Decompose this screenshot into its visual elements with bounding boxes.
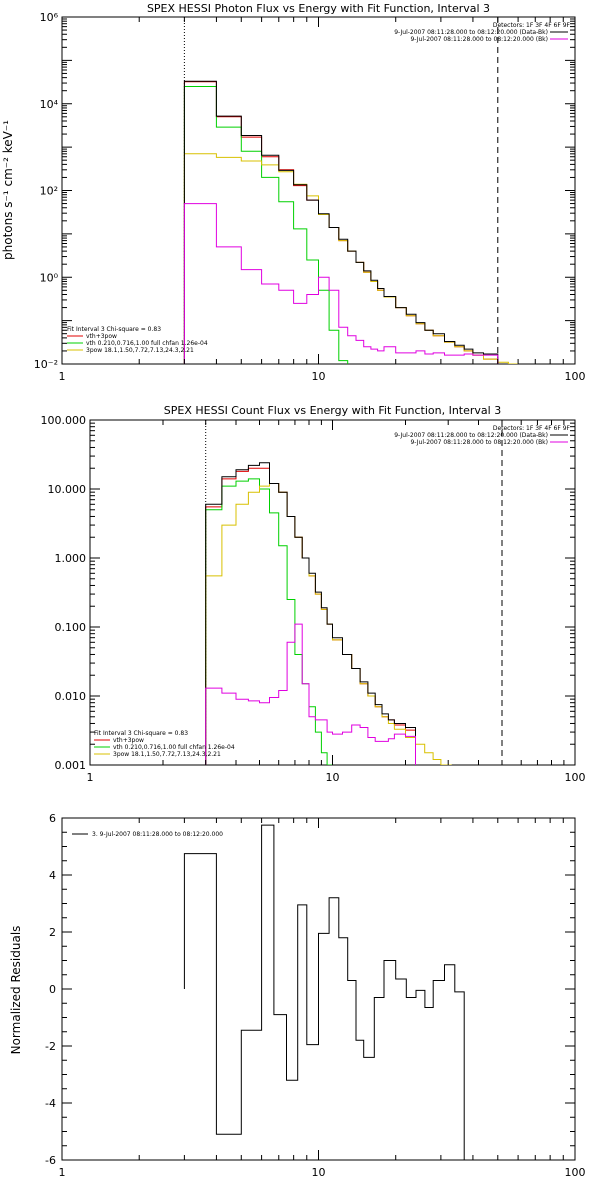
- p2-xtick-label: 10: [326, 771, 340, 784]
- p2-ytick-label: 100.000: [41, 414, 87, 427]
- p3-ytick-label: -4: [45, 1097, 56, 1110]
- photon-legend-detectors: Detectors: 1F 3F 4F 6F 9F: [493, 22, 571, 29]
- p3-series-series: [183, 824, 465, 1160]
- photon-flux-ticks: 1 10 100 10⁻² 10⁰ 10² 10⁴ 10⁶: [34, 11, 586, 383]
- count-legend-entry-vth: vth 0.210,0.716,1.00 full chfan 1.26e-04: [113, 744, 235, 751]
- residuals-panel: Normalized Residuals 1 10 100 -6 -4 -2 0 2 4 6 3.…: [9, 812, 586, 1179]
- p2-ytick-label: 1.000: [55, 552, 87, 565]
- p1-xtick-label: 10: [312, 370, 326, 383]
- count-flux-ticks: 1 10 100 0.001 0.010 0.100 1.000 10.000 100.000: [41, 414, 586, 784]
- photon-flux-data: [183, 17, 519, 364]
- p2-series-data-bk: [205, 462, 416, 765]
- photon-legend-entry-bk: 9-Jul-2007 08:11:28.000 to 08:12:20.000 …: [410, 36, 548, 43]
- photon-legend-fit-header: Fit Interval 3 Chi-square = 0.83: [67, 326, 161, 333]
- count-legend-entry-total: vth+3pow: [113, 737, 144, 744]
- p3-ytick-label: 4: [49, 869, 56, 882]
- photon-flux-title: SPEX HESSI Photon Flux vs Energy with Fi…: [147, 2, 490, 15]
- count-legend-fit-header: Fit Interval 3 Chi-square = 0.83: [94, 730, 188, 737]
- p1-series-vth-3pow: [183, 81, 499, 364]
- residuals-ticks: 1 10 100 -6 -4 -2 0 2 4 6: [45, 812, 585, 1179]
- p2-xtick-label: 1: [87, 771, 94, 784]
- p2-series-vth-0-210-0-716-1-00-ful: [205, 478, 333, 765]
- photon-legend-entry-pow: 3pow 18.1,1.50,7.72,7.13,24.3,2.21: [86, 347, 194, 354]
- p1-series-3pow-18-1-1-50-7-72-7-13: [183, 153, 519, 364]
- p2-ytick-label: 0.010: [55, 690, 87, 703]
- p1-xtick-label: 1: [59, 370, 66, 383]
- count-flux-title: SPEX HESSI Count Flux vs Energy with Fit…: [164, 404, 501, 417]
- p3-ytick-label: 2: [49, 926, 56, 939]
- count-flux-panel: SPEX HESSI Count Flux vs Energy with Fit…: [41, 404, 586, 784]
- photon-flux-panel: SPEX HESSI Photon Flux vs Energy with Fi…: [1, 2, 586, 383]
- residuals-legend: 3. 9-Jul-2007 08:11:28.000 to 08:12:20.0…: [72, 831, 223, 838]
- p1-ytick-label: 10⁴: [40, 98, 59, 111]
- p2-ytick-label: 0.001: [55, 759, 87, 772]
- p2-xtick-label: 100: [565, 771, 586, 784]
- p1-series-bk: [183, 203, 499, 364]
- photon-legend-entry-total: vth+3pow: [86, 333, 117, 340]
- count-legend-detectors: Detectors: 1F 3F 4F 6F 9F: [493, 425, 571, 432]
- photon-flux-legend-top: Detectors: 1F 3F 4F 6F 9F 9-Jul-2007 08:…: [394, 22, 570, 43]
- p1-ytick-label: 10²: [40, 185, 58, 198]
- p1-series-data-bk: [183, 80, 499, 364]
- p3-xtick-label: 100: [565, 1166, 586, 1179]
- count-flux-data: [205, 420, 503, 765]
- p1-ytick-label: 10⁶: [40, 11, 59, 24]
- p1-ytick-label: 10⁻²: [34, 358, 58, 371]
- p2-ytick-label: 10.000: [48, 483, 87, 496]
- p2-series-vth-3pow: [205, 467, 416, 765]
- count-legend-entry-pow: 3pow 18.1,1.50,7.72,7.13,24.3,2.21: [113, 751, 221, 758]
- p3-xtick-label: 10: [312, 1166, 326, 1179]
- p3-ytick-label: -2: [45, 1040, 56, 1053]
- p3-ytick-label: 0: [49, 983, 56, 996]
- photon-legend-entry-data: 9-Jul-2007 08:11:28.000 to 08:12:20.000 …: [394, 29, 548, 36]
- count-flux-legend-top: Detectors: 1F 3F 4F 6F 9F 9-Jul-2007 08:…: [394, 425, 570, 446]
- photon-flux-legend-bottom: Fit Interval 3 Chi-square = 0.83 vth+3po…: [67, 326, 208, 354]
- count-legend-entry-bk: 9-Jul-2007 08:11:28.000 to 08:12:20.000 …: [410, 439, 548, 446]
- p1-xtick-label: 100: [565, 370, 586, 383]
- count-legend-entry-data: 9-Jul-2007 08:11:28.000 to 08:12:20.000 …: [394, 432, 548, 439]
- p3-xtick-label: 1: [59, 1166, 66, 1179]
- p1-series-vth-0-210-0-716-1-00-ful: [183, 86, 349, 364]
- p3-ytick-label: 6: [49, 812, 56, 825]
- p1-ytick-label: 10⁰: [40, 271, 59, 284]
- p3-ytick-label: -6: [45, 1154, 56, 1167]
- count-flux-legend-bottom: Fit Interval 3 Chi-square = 0.83 vth+3po…: [94, 730, 235, 758]
- residuals-data: [183, 824, 465, 1160]
- photon-legend-entry-vth: vth 0.210,0.716,1.00 full chfan 1.26e-04: [86, 340, 208, 347]
- p2-ytick-label: 0.100: [55, 621, 87, 634]
- p2-series-bk: [205, 623, 416, 765]
- residuals-legend-entry: 3. 9-Jul-2007 08:11:28.000 to 08:12:20.0…: [92, 831, 223, 838]
- photon-flux-ylabel: photons s⁻¹ cm⁻² keV⁻¹: [1, 120, 15, 260]
- residuals-ylabel: Normalized Residuals: [9, 926, 23, 1055]
